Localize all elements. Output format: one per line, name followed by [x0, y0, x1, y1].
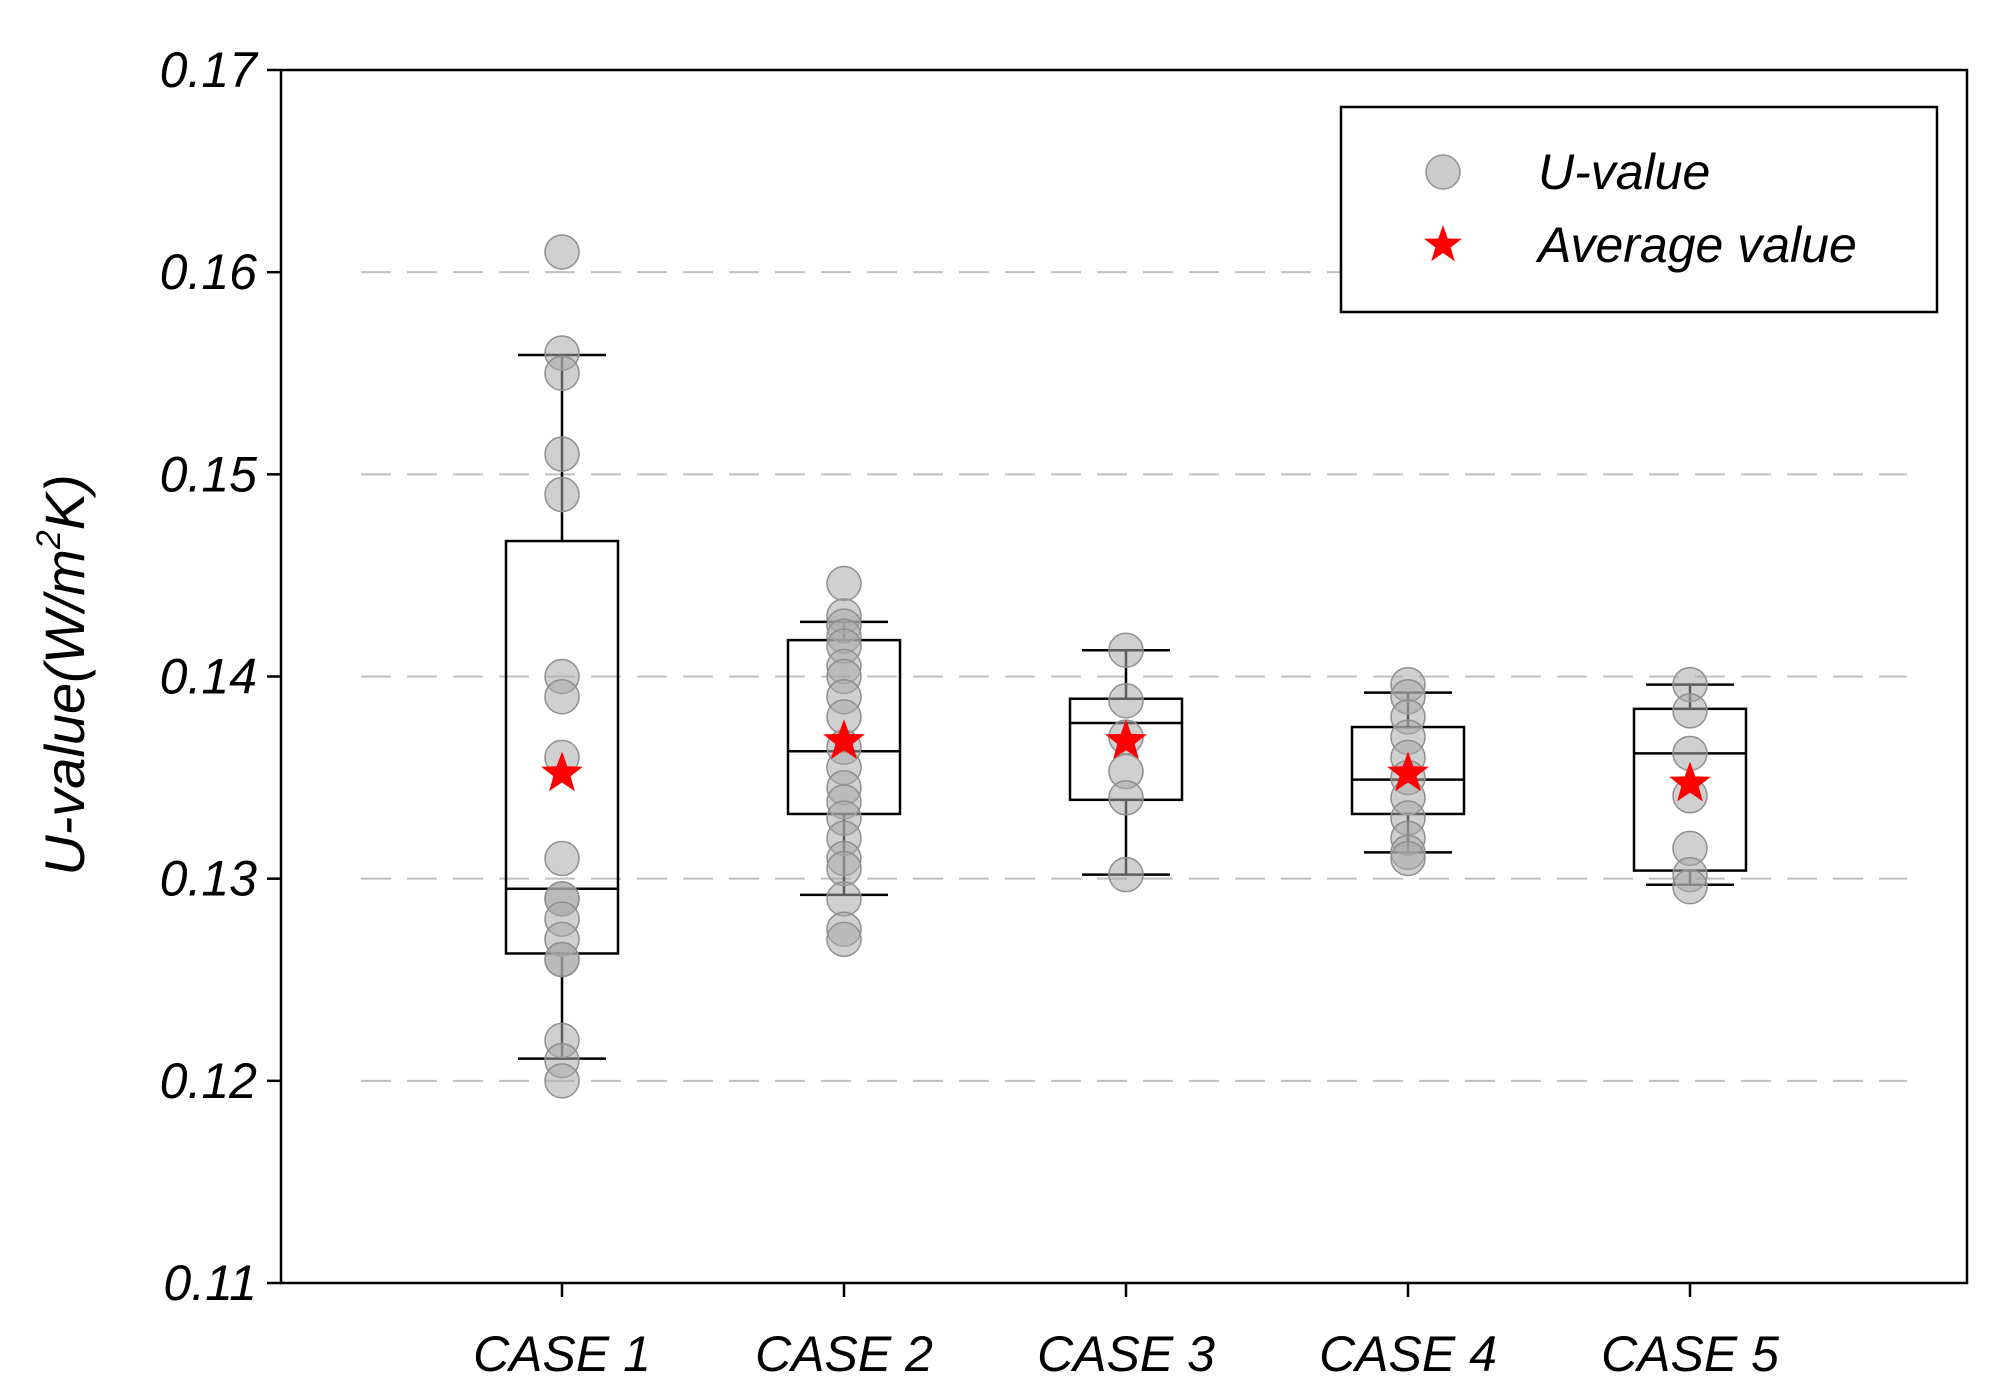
data-point: [1108, 683, 1144, 719]
mean-star: [1105, 719, 1147, 759]
data-point: [826, 921, 862, 958]
mean-star: [823, 719, 865, 759]
y-tick-label: 0.16: [160, 244, 258, 300]
legend-point-marker: [1425, 154, 1461, 190]
data-point: [544, 476, 580, 513]
data-point: [544, 840, 580, 877]
mean-star: [1387, 751, 1429, 792]
box-group: [504, 234, 620, 1099]
data-point: [544, 436, 580, 472]
legend-mean-star-icon: [1424, 225, 1462, 262]
x-tick-label: CASE 2: [755, 1326, 933, 1382]
y-tick-label: 0.13: [160, 851, 258, 907]
legend-box: [1339, 105, 1939, 314]
data-point: [544, 355, 580, 391]
data-layer: [504, 234, 1748, 1099]
data-point: [1108, 856, 1144, 893]
y-tick-label: 0.17: [160, 42, 260, 98]
y-tick-label: 0.11: [163, 1255, 257, 1311]
data-point: [1108, 780, 1144, 816]
data-point: [1672, 693, 1708, 729]
box-group: [1632, 666, 1748, 905]
data-point: [826, 565, 862, 602]
data-point: [1108, 632, 1144, 668]
y-tick-label: 0.12: [160, 1053, 258, 1109]
data-point: [826, 881, 862, 917]
legend-label-average: Average value: [1535, 217, 1857, 273]
axis-layer: 0.11 0.12 0.13 0.14 0.15 0.16 0.17 CASE 1 CASE 2…: [160, 42, 1779, 1382]
y-tick-label: 0.15: [160, 446, 258, 502]
data-point: [544, 678, 580, 715]
x-tick-label: CASE 3: [1037, 1326, 1215, 1382]
data-point: [1672, 869, 1708, 905]
box-group: [1068, 632, 1184, 893]
box-group: [786, 565, 902, 958]
data-point: [544, 234, 580, 270]
data-point: [1390, 840, 1426, 877]
data-point: [826, 850, 862, 887]
data-point: [544, 941, 580, 978]
y-tick-label: 0.14: [160, 649, 257, 705]
legend-label-u-value: U-value: [1538, 144, 1710, 200]
legend: U-value Average value: [1339, 105, 1939, 314]
y-axis-title: U-value(W/m2K): [30, 474, 96, 876]
x-tick-label: CASE 4: [1319, 1326, 1497, 1382]
mean-star: [541, 751, 583, 792]
mean-star: [1669, 761, 1711, 802]
x-tick-label: CASE 1: [473, 1326, 651, 1382]
data-point: [544, 1063, 580, 1099]
box-group: [1350, 666, 1466, 877]
x-tick-label: CASE 5: [1601, 1326, 1779, 1382]
